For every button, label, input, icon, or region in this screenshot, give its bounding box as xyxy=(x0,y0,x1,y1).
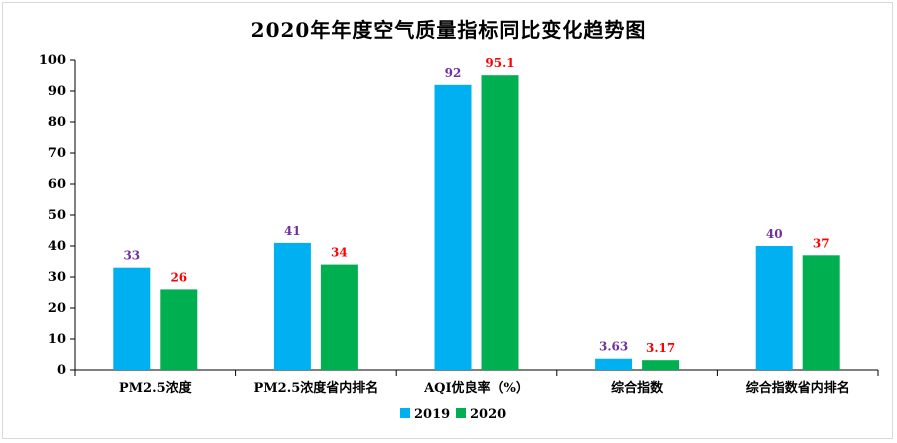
data-label-2020-5: 37 xyxy=(813,236,830,250)
y-tick-label: 100 xyxy=(39,53,66,68)
data-label-2019-1: 33 xyxy=(123,249,140,263)
x-category-label: 综合指数 xyxy=(611,380,664,396)
legend-swatch-2019 xyxy=(400,408,410,418)
y-tick-label: 10 xyxy=(48,332,66,347)
data-label-2019-5: 40 xyxy=(766,227,783,241)
bar-2020-2 xyxy=(320,264,358,370)
chart-title: 2020年年度空气质量指标同比变化趋势图 xyxy=(250,18,647,42)
bar-2020-1 xyxy=(160,289,198,370)
y-tick-label: 90 xyxy=(48,84,66,99)
y-tick-label: 50 xyxy=(48,208,66,223)
y-tick-label: 20 xyxy=(48,301,66,316)
bar-2019-2 xyxy=(273,242,311,370)
bar-2020-5 xyxy=(802,255,840,370)
legend-label-2019: 2019 xyxy=(414,407,450,422)
x-category-label: PM2.5浓度省内排名 xyxy=(254,380,379,396)
x-category-label: PM2.5浓度 xyxy=(119,380,193,396)
bar-2020-4 xyxy=(642,360,680,370)
y-tick-label: 40 xyxy=(48,239,66,254)
x-category-label: AQI优良率（%） xyxy=(423,380,529,396)
data-label-2020-3: 95.1 xyxy=(485,56,514,70)
legend-swatch-2020 xyxy=(456,408,466,418)
y-tick-label: 0 xyxy=(57,363,66,378)
x-category-label: 综合指数省内排名 xyxy=(746,380,850,396)
bar-2019-4 xyxy=(595,358,633,370)
data-label-2019-4: 3.63 xyxy=(599,340,628,354)
bar-2019-1 xyxy=(113,267,151,370)
bar-2019-3 xyxy=(434,84,472,371)
bar-2019-5 xyxy=(755,246,793,370)
data-label-2019-2: 41 xyxy=(284,224,301,238)
bar-2020-3 xyxy=(481,75,519,370)
data-label-2019-3: 92 xyxy=(445,66,462,80)
data-label-2020-4: 3.17 xyxy=(646,341,675,355)
y-tick-label: 70 xyxy=(48,146,66,161)
y-tick-label: 80 xyxy=(48,115,66,130)
y-tick-label: 30 xyxy=(48,270,66,285)
data-label-2020-2: 34 xyxy=(331,246,348,260)
y-tick-label: 60 xyxy=(48,177,66,192)
data-label-2020-1: 26 xyxy=(170,270,187,284)
legend-label-2020: 2020 xyxy=(470,407,506,422)
